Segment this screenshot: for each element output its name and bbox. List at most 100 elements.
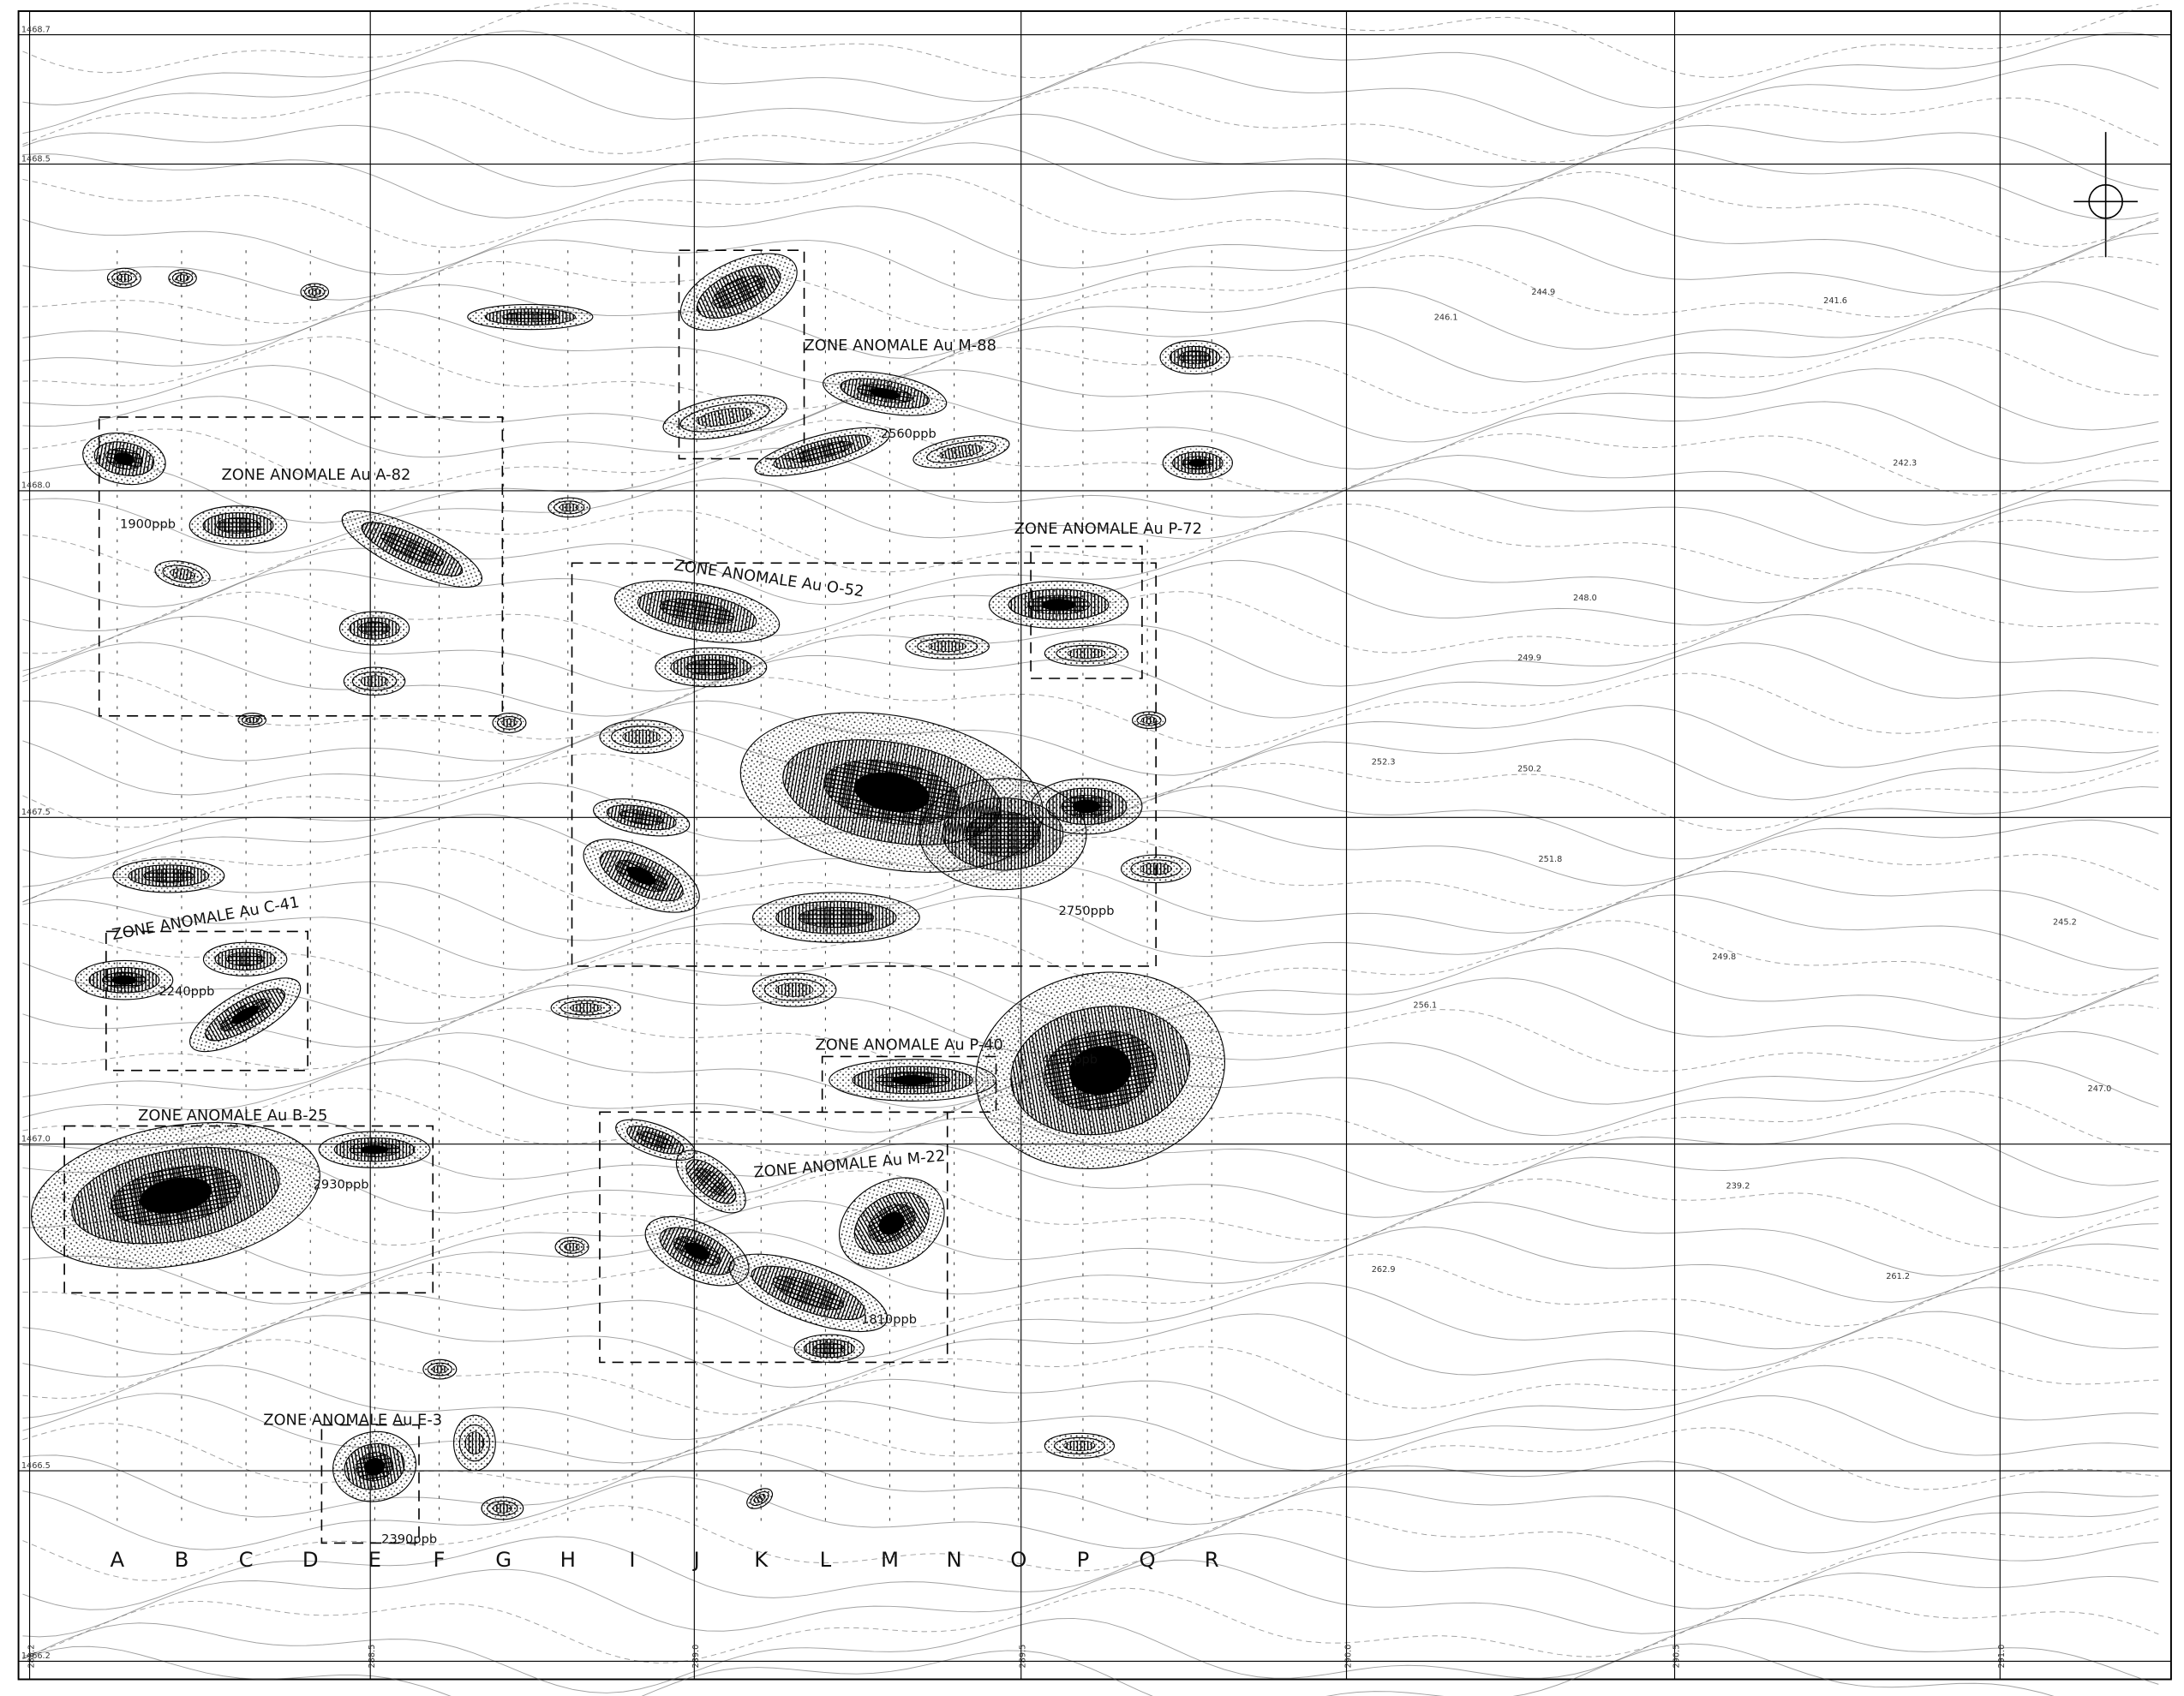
anomaly-core — [139, 1177, 212, 1215]
contour-line — [22, 393, 2159, 470]
zone-label: ZONE ANOMALE Au B-25 — [138, 1107, 327, 1125]
anomaly-cross — [176, 274, 189, 282]
contour-line — [22, 30, 2159, 109]
anomaly-cross — [1063, 1440, 1096, 1452]
spot-height: 246.1 — [1434, 313, 1458, 322]
zone-outline — [1030, 546, 1143, 679]
zone-peak-value: 2390ppb — [381, 1532, 437, 1546]
anomaly-core — [626, 866, 656, 886]
anomaly-cross — [637, 1131, 674, 1150]
contour-line — [22, 1587, 2159, 1663]
contour-line — [22, 1143, 2159, 1219]
zone-label: ZONE ANOMALE Au C-41 — [111, 893, 301, 944]
northing-label: 1467.0 — [21, 1134, 51, 1144]
anomaly-cross — [225, 952, 265, 967]
zone-peak-value: 2240ppb — [159, 984, 215, 999]
survey-line-label: J — [692, 1547, 700, 1572]
anomaly-cross — [798, 907, 875, 929]
northing-label: 1466.5 — [21, 1461, 51, 1471]
contour-line — [22, 308, 2159, 385]
anomaly-cross — [695, 1167, 727, 1196]
north-arrow — [2073, 132, 2138, 258]
spot-height: 249.8 — [1712, 953, 1736, 962]
spot-height: 241.6 — [1823, 296, 1847, 306]
anomaly-core — [360, 1144, 389, 1155]
survey-line-label: K — [754, 1547, 769, 1572]
zone-peak-value: 2750ppb — [1059, 904, 1115, 918]
anomalies — [30, 253, 1233, 1520]
anomaly-cross — [380, 532, 444, 566]
easting-label: 291.0 — [1997, 1645, 2007, 1669]
anomaly-core — [1188, 458, 1206, 468]
contour-line — [22, 87, 2159, 164]
northing-label: 1468.0 — [21, 481, 51, 491]
contour-line — [22, 1643, 2055, 1696]
easting-label: 289.0 — [691, 1645, 701, 1669]
anomaly-cross — [493, 1503, 512, 1514]
contour-line — [22, 3, 2159, 79]
contour-line — [22, 614, 2159, 692]
spot-height: 239.2 — [1726, 1182, 1750, 1191]
zone-outline — [571, 562, 1157, 967]
anomaly-core — [1068, 1045, 1132, 1096]
spot-height: 245.2 — [2053, 917, 2077, 927]
contour-line — [22, 1559, 2159, 1638]
anomaly-cross — [116, 273, 133, 283]
contour-line — [22, 864, 2159, 941]
spot-height: 249.9 — [1517, 654, 1541, 663]
survey-line-label: Q — [1140, 1547, 1156, 1572]
contours — [22, 3, 2159, 1696]
anomaly-core — [853, 772, 930, 813]
easting-label: 290.5 — [1672, 1645, 1681, 1669]
survey-line-label: B — [175, 1547, 189, 1572]
contour-line — [22, 1200, 2159, 1277]
survey-line-label: E — [368, 1547, 381, 1572]
anomaly-cross — [1178, 349, 1212, 365]
zone-peak-value: 4130ppb — [1042, 1053, 1098, 1067]
survey-line-label: N — [947, 1547, 962, 1572]
contour-line — [22, 254, 2159, 331]
anomaly-cross — [245, 717, 259, 724]
contour-line — [22, 700, 2159, 776]
anomaly-cross — [697, 407, 753, 427]
zone-label: ZONE ANOMALE Au M-88 — [805, 337, 996, 355]
anomaly-cross — [143, 869, 194, 883]
contour-line — [22, 1226, 2159, 1305]
survey-line-label: A — [110, 1547, 124, 1572]
anomaly-cross — [564, 1242, 580, 1251]
anomaly-cross — [965, 811, 1041, 857]
map-frame — [17, 10, 2172, 1681]
contour-line — [22, 447, 2159, 526]
spot-height: 256.1 — [1413, 1001, 1437, 1011]
anomaly-core — [1072, 799, 1101, 814]
easting-label: 289.5 — [1019, 1645, 1028, 1669]
contour-line — [22, 920, 2159, 999]
zone-peak-value: 2560ppb — [881, 427, 936, 441]
anomaly-cross — [791, 440, 853, 463]
contour-line — [22, 894, 2159, 970]
zone-label: ZONE ANOMALE Au E-3 — [263, 1412, 442, 1430]
zone-label: ZONE ANOMALE Au P-72 — [1014, 520, 1202, 538]
survey-line-label: D — [302, 1547, 319, 1572]
anomaly-cross — [1067, 648, 1106, 660]
contour-line — [22, 1365, 2159, 1442]
contour-line — [22, 365, 2159, 443]
contour-line — [22, 60, 2159, 137]
northing-label: 1467.5 — [21, 808, 51, 817]
anomaly-cross — [308, 288, 321, 296]
zone-outline — [320, 1424, 420, 1544]
anomaly-cross — [501, 718, 518, 727]
survey-line-label: G — [495, 1547, 512, 1572]
anomaly-cross — [939, 445, 984, 459]
zone-label: ZONE ANOMALE Au A-82 — [222, 466, 411, 484]
anomaly-cross — [619, 809, 664, 826]
survey-line-label: L — [820, 1547, 832, 1572]
spot-height: 250.2 — [1517, 765, 1541, 774]
contour-line — [22, 281, 2159, 360]
zone-outline — [678, 249, 805, 460]
anomaly-cross — [813, 1342, 846, 1355]
spot-height: 242.3 — [1893, 459, 1917, 469]
spot-height: 262.9 — [1372, 1265, 1396, 1275]
spot-height: 252.3 — [1372, 758, 1396, 767]
